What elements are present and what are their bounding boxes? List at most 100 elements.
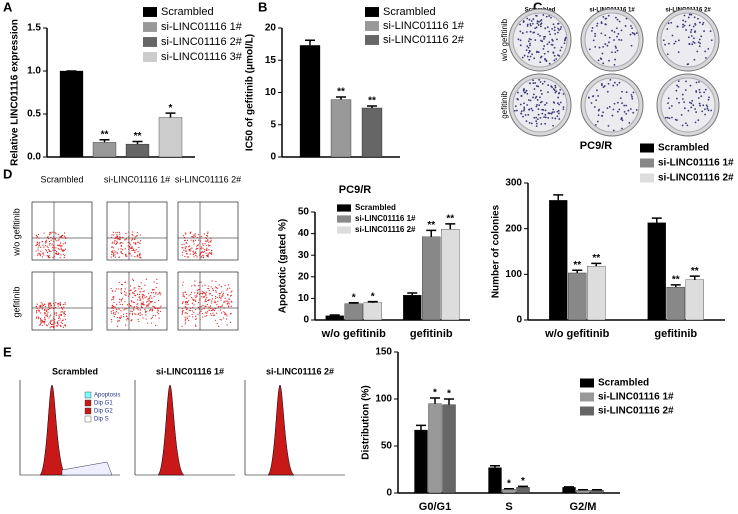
event (133, 309, 135, 311)
event (139, 314, 141, 316)
colony (617, 32, 620, 35)
event (218, 284, 220, 286)
event (210, 239, 212, 241)
event (114, 239, 116, 242)
event (64, 303, 66, 305)
event (187, 304, 189, 306)
colony (688, 42, 691, 45)
event (220, 299, 222, 301)
event (145, 314, 147, 316)
colony (705, 104, 708, 107)
event (121, 236, 124, 238)
colony (542, 47, 545, 50)
event (56, 321, 58, 323)
colony (698, 102, 701, 105)
event (191, 285, 193, 287)
event (117, 288, 119, 290)
event (39, 254, 41, 257)
event (185, 252, 188, 254)
event (188, 256, 190, 258)
colony (616, 18, 619, 21)
hist-legend-swatch (84, 391, 92, 399)
event (195, 324, 197, 326)
event (36, 309, 38, 312)
event (134, 251, 136, 253)
event (39, 253, 41, 255)
colony (547, 116, 550, 119)
colony (560, 46, 563, 49)
colony (693, 58, 696, 61)
event (65, 237, 67, 240)
legend-swatch (580, 392, 594, 402)
colony (605, 23, 607, 26)
error-bar (407, 292, 418, 296)
event (131, 310, 133, 313)
event (129, 285, 132, 287)
colony (538, 78, 540, 81)
event (46, 254, 48, 257)
event (181, 312, 184, 314)
event (216, 304, 218, 306)
event (127, 241, 129, 243)
event (209, 244, 211, 246)
event (44, 306, 47, 308)
colony (543, 116, 545, 119)
event (207, 240, 209, 242)
event (137, 241, 139, 243)
colony (535, 85, 538, 87)
colony (604, 17, 607, 20)
error-bar (591, 262, 602, 267)
colony (600, 21, 603, 24)
event (131, 245, 133, 248)
event (221, 295, 223, 297)
event (197, 239, 200, 241)
event (130, 301, 133, 303)
event (138, 320, 140, 323)
error-bar (99, 139, 110, 143)
colony (535, 116, 538, 119)
colony (710, 39, 713, 42)
event (45, 249, 47, 251)
event (59, 303, 62, 306)
colony (555, 38, 558, 41)
colony (545, 102, 548, 104)
event (191, 247, 193, 249)
colony (529, 55, 532, 58)
colony (543, 80, 546, 83)
significance-label: * (371, 291, 375, 302)
colony (541, 40, 544, 43)
event (205, 298, 207, 300)
colony (598, 46, 601, 49)
event (64, 302, 66, 304)
event (211, 294, 213, 297)
colony (614, 58, 617, 61)
event (190, 248, 192, 250)
colony (527, 40, 530, 43)
significance-label: ** (691, 266, 699, 277)
colony (537, 51, 540, 54)
hist-legend-label: Dip S (94, 417, 109, 423)
event (40, 322, 42, 324)
colony (689, 84, 692, 87)
event (35, 317, 37, 319)
colony (618, 81, 621, 84)
event (182, 284, 184, 286)
event (62, 303, 65, 306)
event (200, 281, 202, 283)
event (50, 239, 52, 241)
event (212, 314, 214, 316)
colony (625, 112, 628, 115)
event (185, 300, 188, 303)
event (46, 241, 48, 243)
event (190, 250, 192, 252)
event (220, 297, 222, 299)
colony (535, 26, 538, 29)
colony (703, 91, 706, 94)
colony (544, 113, 547, 116)
event (191, 302, 194, 304)
event (45, 315, 47, 317)
event (41, 321, 43, 323)
event (41, 240, 44, 243)
event (207, 239, 209, 241)
event (225, 318, 228, 320)
